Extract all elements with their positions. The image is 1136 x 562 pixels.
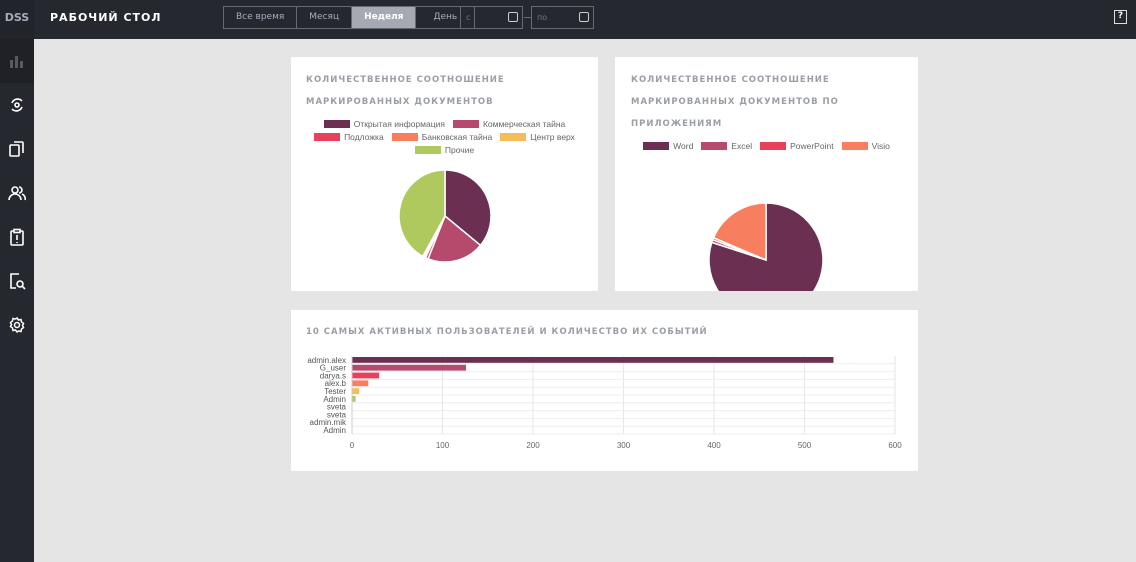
chart-legend: Word Excel PowerPoint Visio (615, 135, 918, 151)
pie-slice-5[interactable] (398, 169, 446, 258)
bar-3[interactable] (352, 380, 369, 387)
y-tick-label: sveta (327, 403, 347, 412)
x-tick-label: 300 (617, 441, 631, 450)
legend-label: Excel (731, 141, 753, 151)
x-tick-label: 200 (526, 441, 540, 450)
legend-swatch (643, 142, 670, 150)
y-tick-label: Tester (324, 387, 346, 396)
legend-item[interactable]: Прочие (414, 145, 475, 155)
period-month[interactable]: Месяц (297, 7, 353, 28)
period-day[interactable]: День (433, 12, 458, 22)
legend-item[interactable]: Visio (841, 141, 890, 151)
dashboard-icon[interactable] (0, 39, 34, 83)
legend-item[interactable]: PowerPoint (760, 141, 834, 151)
legend-swatch (841, 142, 868, 150)
x-tick-label: 500 (798, 441, 812, 450)
legend-label: PowerPoint (790, 141, 834, 151)
legend-swatch (314, 133, 341, 141)
period-week[interactable]: Неделя (352, 7, 417, 28)
card-top-users: 10 САМЫХ АКТИВНЫХ ПОЛЬЗОВАТЕЛЕЙ И КОЛИЧЕ… (291, 310, 918, 471)
date-to-placeholder: по (537, 13, 548, 22)
date-from-input[interactable]: с (460, 6, 523, 29)
y-tick-label: G_user (320, 364, 347, 373)
legend-item[interactable]: Открытая информация (323, 119, 445, 129)
bar-0[interactable] (352, 357, 834, 363)
period-all[interactable]: Все время (224, 7, 298, 28)
legend-swatch (323, 120, 350, 128)
users-icon[interactable] (0, 171, 34, 215)
legend-item[interactable]: Подложка (314, 132, 384, 142)
bar-4[interactable] (352, 388, 360, 394)
legend-swatch (414, 146, 441, 154)
x-tick-label: 600 (888, 441, 902, 450)
y-tick-label: sveta (327, 410, 347, 419)
pie-slice-0[interactable] (444, 169, 492, 247)
help-button[interactable]: ? (1114, 10, 1127, 24)
y-tick-label: Admin (323, 426, 346, 435)
card-marked-docs: КОЛИЧЕСТВЕННОЕ СООТНОШЕНИЕ МАРКИРОВАННЫХ… (291, 57, 598, 291)
y-tick-label: admin.alex (307, 356, 346, 365)
legend-label: Visio (871, 141, 890, 151)
legend-label: Прочие (444, 145, 475, 155)
pie-chart (708, 202, 824, 291)
settings-icon[interactable] (0, 303, 34, 347)
legend-label: Коммерческая тайна (482, 119, 566, 129)
pie-slice-0[interactable] (708, 202, 824, 291)
card-marked-docs-by-app: КОЛИЧЕСТВЕННОЕ СООТНОШЕНИЕ МАРКИРОВАННЫХ… (615, 57, 918, 291)
legend-swatch (701, 142, 728, 150)
legend-label: Банковская тайна (421, 132, 493, 142)
search-document-icon[interactable] (0, 259, 34, 303)
sync-icon[interactable] (0, 83, 34, 127)
x-tick-label: 0 (350, 441, 355, 450)
legend-item[interactable]: Excel (701, 141, 752, 151)
legend-swatch (760, 142, 787, 150)
period-selector: Все время Месяц Неделя День (223, 6, 476, 29)
bar-chart: 0 100 200 300 400 500 600 admin.alexG_userdarya… (307, 356, 902, 450)
chart-legend: Открытая информация Коммерческая тайна Под… (291, 113, 598, 155)
legend-item[interactable]: Банковская тайна (391, 132, 493, 142)
top-bar: DSS РАБОЧИЙ СТОЛ Все время Месяц Неделя … (0, 0, 1136, 39)
x-tick-label: 100 (436, 441, 450, 450)
sidebar (0, 39, 34, 562)
documents-icon[interactable] (0, 127, 34, 171)
card-title: КОЛИЧЕСТВЕННОЕ СООТНОШЕНИЕ МАРКИРОВАННЫХ… (306, 75, 505, 107)
y-tick-label: Admin (323, 395, 346, 404)
calendar-icon[interactable] (579, 12, 589, 22)
pie-chart (398, 169, 492, 263)
date-from-placeholder: с (466, 13, 471, 22)
card-title: 10 САМЫХ АКТИВНЫХ ПОЛЬЗОВАТЕЛЕЙ И КОЛИЧЕ… (306, 327, 708, 337)
legend-item[interactable]: Центр верх (500, 132, 575, 142)
app-logo[interactable]: DSS (0, 0, 34, 39)
y-tick-label: alex.b (325, 379, 347, 388)
calendar-icon[interactable] (508, 12, 518, 22)
legend-swatch (500, 133, 527, 141)
pie-slice-3[interactable] (712, 202, 767, 262)
x-tick-label: 400 (707, 441, 721, 450)
bar-2[interactable] (352, 372, 380, 379)
card-title: КОЛИЧЕСТВЕННОЕ СООТНОШЕНИЕ МАРКИРОВАННЫХ… (631, 75, 839, 129)
y-tick-label: admin.mik (310, 418, 347, 427)
legend-swatch (452, 120, 479, 128)
legend-label: Открытая информация (353, 119, 445, 129)
y-tick-label: darya.s (320, 371, 346, 380)
clipboard-icon[interactable] (0, 215, 34, 259)
bar-5[interactable] (352, 396, 356, 402)
legend-label: Подложка (344, 132, 384, 142)
legend-item[interactable]: Word (643, 141, 693, 151)
page-title: РАБОЧИЙ СТОЛ (50, 11, 162, 24)
date-to-input[interactable]: по (531, 6, 594, 29)
legend-label: Центр верх (530, 132, 575, 142)
legend-swatch (391, 133, 418, 141)
legend-label: Word (673, 141, 694, 151)
date-separator (524, 17, 531, 18)
bar-1[interactable] (352, 364, 467, 371)
legend-item[interactable]: Коммерческая тайна (452, 119, 566, 129)
